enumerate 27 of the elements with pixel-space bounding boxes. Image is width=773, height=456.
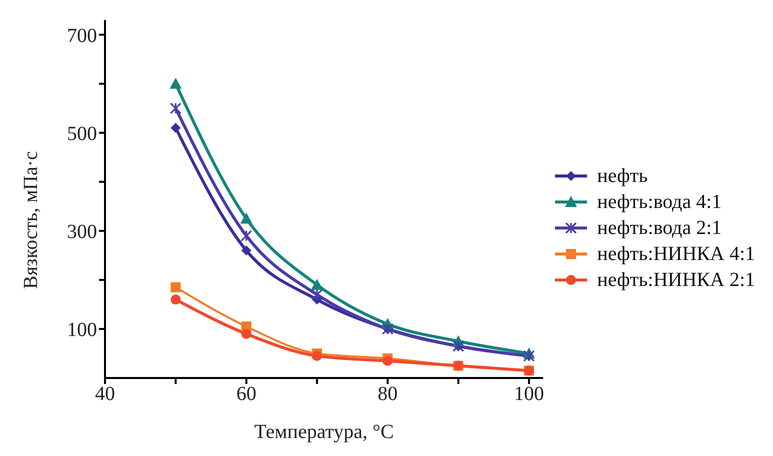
point — [170, 282, 181, 292]
point — [170, 294, 181, 305]
legend-label: нефть:вода 2:1 — [597, 216, 722, 241]
legend-label: нефть:НИНКА 4:1 — [597, 242, 755, 267]
point — [241, 245, 252, 256]
y-tick-label: 500 — [67, 122, 97, 145]
x-axis-title: Температура, °C — [254, 421, 394, 443]
point — [241, 328, 252, 339]
point — [170, 122, 181, 133]
x-tick-label: 80 — [378, 383, 398, 406]
y-tick-label: 700 — [67, 24, 97, 47]
point — [170, 78, 182, 89]
legend-label: нефть:НИНКА 2:1 — [597, 268, 755, 293]
point — [170, 102, 182, 114]
point — [240, 230, 252, 242]
x-tick-label: 60 — [236, 383, 256, 406]
point — [240, 212, 252, 224]
point — [311, 288, 323, 300]
y-tick-label: 100 — [67, 319, 97, 342]
point — [312, 350, 322, 361]
y-axis-title: Вязкость, мПа·с — [20, 150, 42, 289]
x-tick-label: 40 — [95, 383, 115, 406]
legend-label: нефть:вода 4:1 — [597, 190, 722, 215]
x-tick-label: 100 — [514, 383, 544, 406]
y-tick-label: 300 — [67, 220, 97, 243]
point — [382, 356, 393, 366]
legend-label: нефть — [597, 164, 648, 189]
